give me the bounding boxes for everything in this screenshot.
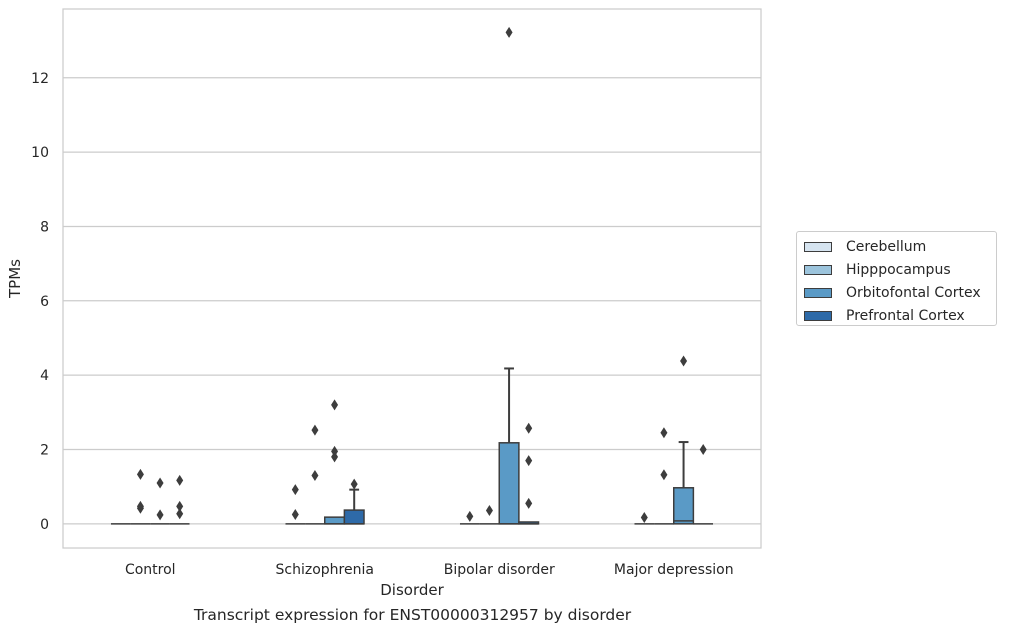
outlier-point — [156, 509, 164, 521]
legend-label: Prefrontal Cortex — [846, 307, 965, 324]
box — [285, 484, 306, 525]
outlier-point — [699, 443, 707, 455]
outlier-point — [136, 468, 144, 480]
y-axis-ticks: 0 2 4 6 8 10 12 — [31, 71, 49, 533]
legend-label: Cerebellum — [846, 238, 927, 255]
box-series — [110, 26, 714, 525]
outlier-point — [156, 477, 164, 489]
box — [479, 504, 500, 525]
legend-item-hippocampus: Hipppocampus — [797, 258, 996, 281]
legend-label: Orbitofontal Cortex — [846, 284, 981, 301]
box-rect — [673, 487, 695, 525]
legend-item-orbitofrontal: Orbitofontal Cortex — [797, 281, 996, 304]
x-axis-ticks: Control Schizophrenia Bipolar disorder Majo… — [125, 562, 734, 578]
outlier-point — [505, 26, 513, 38]
series-prefrontal-cortex — [169, 422, 714, 525]
box — [498, 26, 520, 525]
legend-swatch-prefrontal — [804, 310, 832, 321]
legend: Cerebellum Hipppocampus Orbitofontal Cor… — [796, 231, 997, 326]
x-axis-label: Disorder — [380, 581, 444, 599]
outlier-point — [640, 512, 648, 524]
box — [169, 474, 190, 525]
outlier-point — [331, 445, 339, 457]
outlier-point — [176, 474, 184, 486]
y-tick-label: 2 — [40, 442, 49, 458]
y-tick-label: 12 — [31, 71, 49, 87]
x-tick-label: Control — [125, 562, 176, 578]
box — [673, 355, 695, 525]
box — [150, 477, 170, 525]
outlier-point — [660, 427, 668, 439]
outlier-point — [525, 422, 533, 434]
outlier-point — [136, 500, 144, 512]
box — [130, 468, 151, 525]
series-cerebellum — [110, 484, 655, 525]
plot-frame — [62, 8, 762, 549]
grid-lines — [63, 77, 761, 525]
box — [654, 427, 674, 525]
y-tick-label: 0 — [40, 517, 49, 533]
outlier-point — [466, 510, 474, 522]
series-orbitofontal-cortex — [150, 26, 695, 525]
legend-swatch-hippocampus — [804, 264, 832, 275]
box — [634, 512, 655, 525]
y-axis-label: TPMs — [6, 259, 24, 299]
y-tick-label: 6 — [40, 294, 49, 310]
outlier-point — [350, 478, 358, 490]
legend-swatch-cerebellum — [804, 241, 832, 252]
outlier-point — [311, 424, 319, 436]
y-tick-label: 4 — [40, 368, 49, 384]
legend-item-prefrontal: Prefrontal Cortex — [797, 304, 996, 327]
x-tick-label: Schizophrenia — [276, 562, 374, 578]
y-tick-label: 10 — [31, 145, 49, 161]
outlier-point — [485, 504, 493, 516]
box — [693, 443, 714, 525]
box — [324, 399, 346, 525]
box-rect — [343, 509, 365, 525]
outlier-point — [291, 484, 299, 496]
box — [518, 422, 540, 525]
outlier-point — [680, 355, 688, 367]
outlier-point — [311, 470, 319, 482]
outlier-point — [331, 451, 339, 463]
box — [343, 478, 365, 525]
legend-swatch-orbitofrontal — [804, 287, 832, 298]
outlier-point — [176, 508, 184, 520]
y-tick-label: 8 — [40, 219, 49, 235]
legend-item-cerebellum: Cerebellum — [797, 235, 996, 258]
outlier-point — [291, 509, 299, 521]
chart-title: Transcript expression for ENST0000031295… — [193, 606, 632, 624]
legend-label: Hipppocampus — [846, 261, 951, 278]
x-tick-label: Major depression — [614, 562, 734, 578]
outlier-point — [176, 500, 184, 512]
box — [459, 510, 480, 525]
x-tick-label: Bipolar disorder — [444, 562, 555, 578]
outlier-point — [331, 399, 339, 411]
box — [305, 424, 325, 525]
series-hipppocampus — [130, 424, 674, 525]
outlier-point — [525, 455, 533, 467]
box-rect — [324, 516, 346, 525]
box-rect — [498, 442, 520, 525]
outlier-point — [660, 469, 668, 481]
outlier-point — [525, 497, 533, 509]
